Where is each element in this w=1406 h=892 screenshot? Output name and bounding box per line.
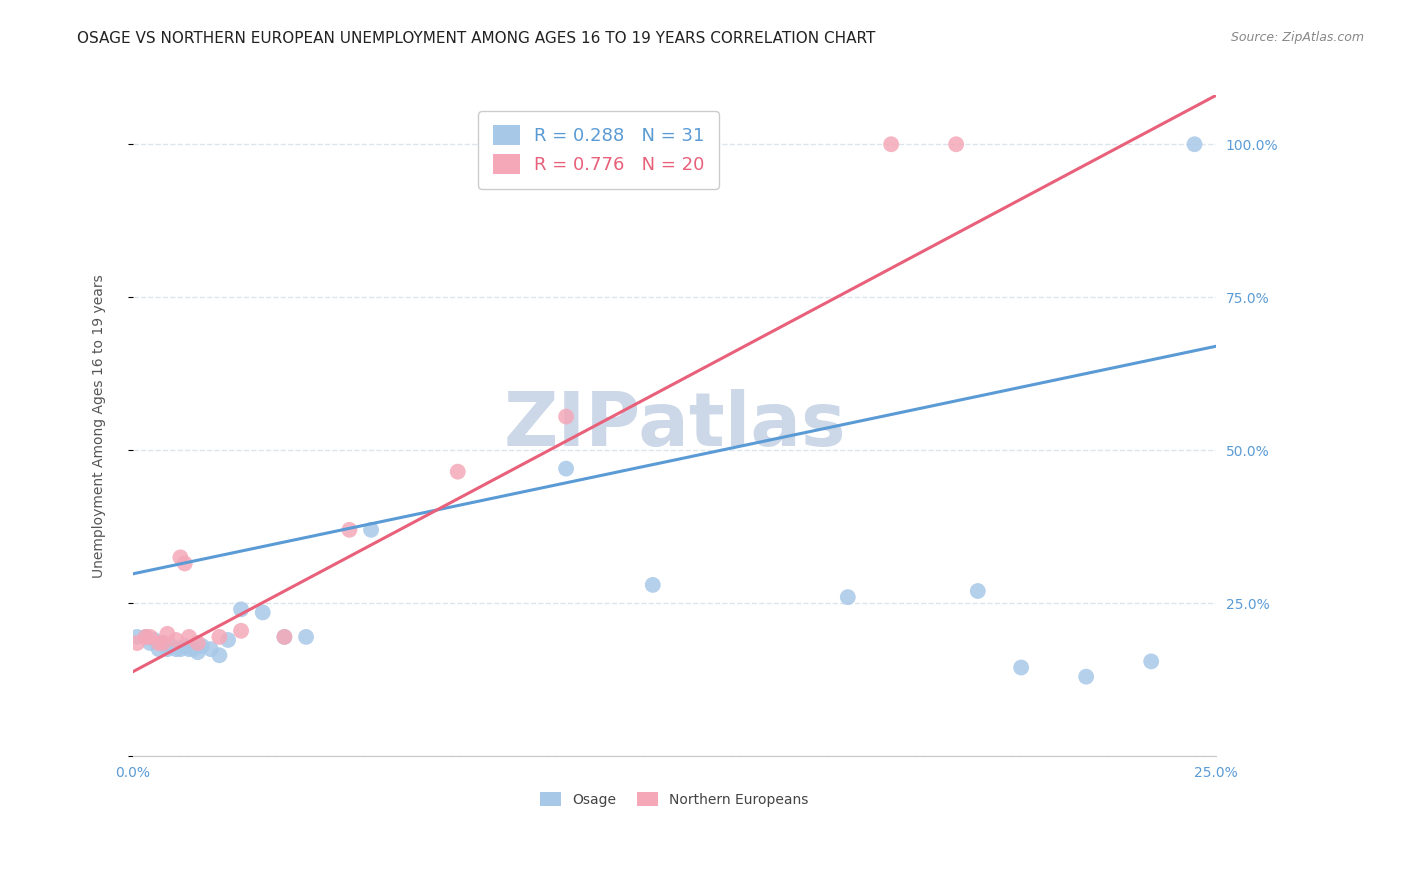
Point	[177, 630, 200, 644]
Point	[555, 461, 578, 475]
Point	[173, 557, 195, 571]
Point	[229, 624, 252, 638]
Text: OSAGE VS NORTHERN EUROPEAN UNEMPLOYMENT AMONG AGES 16 TO 19 YEARS CORRELATION CH: OSAGE VS NORTHERN EUROPEAN UNEMPLOYMENT …	[77, 31, 876, 46]
Point	[447, 465, 470, 479]
Point	[148, 642, 170, 657]
Point	[208, 648, 231, 663]
Point	[191, 639, 214, 653]
Point	[125, 636, 148, 650]
Point	[152, 636, 174, 650]
Point	[1184, 137, 1206, 152]
Text: ZIPatlas: ZIPatlas	[503, 389, 846, 462]
Point	[148, 636, 170, 650]
Point	[139, 636, 162, 650]
Point	[165, 642, 187, 657]
Point	[165, 632, 187, 647]
Point	[160, 639, 183, 653]
Point	[177, 642, 200, 657]
Point	[1140, 654, 1163, 668]
Point	[1076, 670, 1098, 684]
Point	[152, 636, 174, 650]
Point	[135, 630, 157, 644]
Point	[173, 639, 195, 653]
Point	[273, 630, 295, 644]
Point	[295, 630, 318, 644]
Point	[169, 642, 191, 657]
Point	[169, 550, 191, 565]
Point	[685, 137, 707, 152]
Point	[143, 632, 166, 647]
Point	[217, 632, 239, 647]
Point	[339, 523, 361, 537]
Point	[273, 630, 295, 644]
Point	[183, 642, 205, 657]
Point	[252, 606, 274, 620]
Point	[966, 584, 988, 599]
Legend: Osage, Northern Europeans: Osage, Northern Europeans	[534, 786, 814, 812]
Point	[187, 636, 209, 650]
Point	[139, 630, 162, 644]
Point	[360, 523, 382, 537]
Point	[156, 627, 179, 641]
Point	[208, 630, 231, 644]
Point	[1010, 660, 1032, 674]
Point	[200, 642, 222, 657]
Point	[135, 630, 157, 644]
Point	[945, 137, 967, 152]
Text: Source: ZipAtlas.com: Source: ZipAtlas.com	[1230, 31, 1364, 45]
Point	[156, 642, 179, 657]
Point	[837, 590, 859, 604]
Point	[641, 578, 664, 592]
Point	[229, 602, 252, 616]
Y-axis label: Unemployment Among Ages 16 to 19 years: Unemployment Among Ages 16 to 19 years	[93, 274, 107, 578]
Point	[125, 630, 148, 644]
Point	[555, 409, 578, 424]
Point	[880, 137, 903, 152]
Point	[187, 645, 209, 659]
